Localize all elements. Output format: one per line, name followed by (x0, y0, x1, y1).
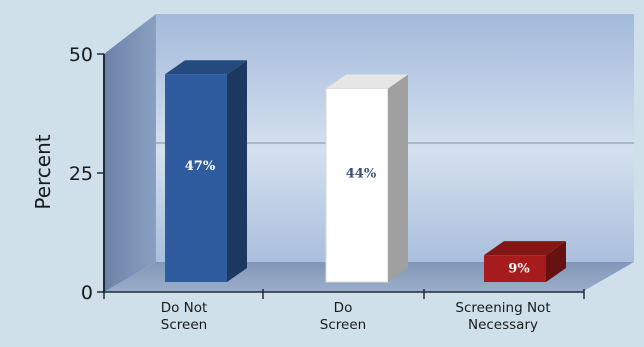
bar-top-face (484, 241, 566, 256)
bar-side-face (388, 74, 408, 282)
x-category-label: Necessary (468, 317, 538, 333)
x-category-label: Screen (161, 317, 207, 333)
bar-front-face (484, 255, 546, 282)
bar (165, 60, 247, 282)
y-tick-label: 25 (69, 163, 93, 185)
bar (484, 241, 566, 282)
bar-data-label: 47% (185, 159, 216, 174)
bar-front-face (325, 88, 389, 283)
bar-front-face (165, 74, 227, 282)
y-tick-label: 0 (81, 282, 93, 304)
x-category-label: Do (334, 300, 353, 316)
bar-side-face (227, 60, 247, 282)
y-tick-label: 50 (69, 44, 93, 66)
bar-top-face (165, 60, 247, 75)
x-category-label: Do Not (161, 300, 208, 316)
chart-side-wall (104, 14, 156, 292)
bar-top-face (326, 74, 408, 89)
bar (325, 74, 408, 283)
y-axis-title: Percent (31, 134, 55, 209)
x-category-label: Screen (320, 317, 366, 333)
bar-data-label: 9% (508, 262, 530, 277)
bar-side-face (546, 241, 566, 282)
x-category-label: Screening Not (455, 300, 550, 316)
bar-data-label: 44% (346, 166, 377, 181)
